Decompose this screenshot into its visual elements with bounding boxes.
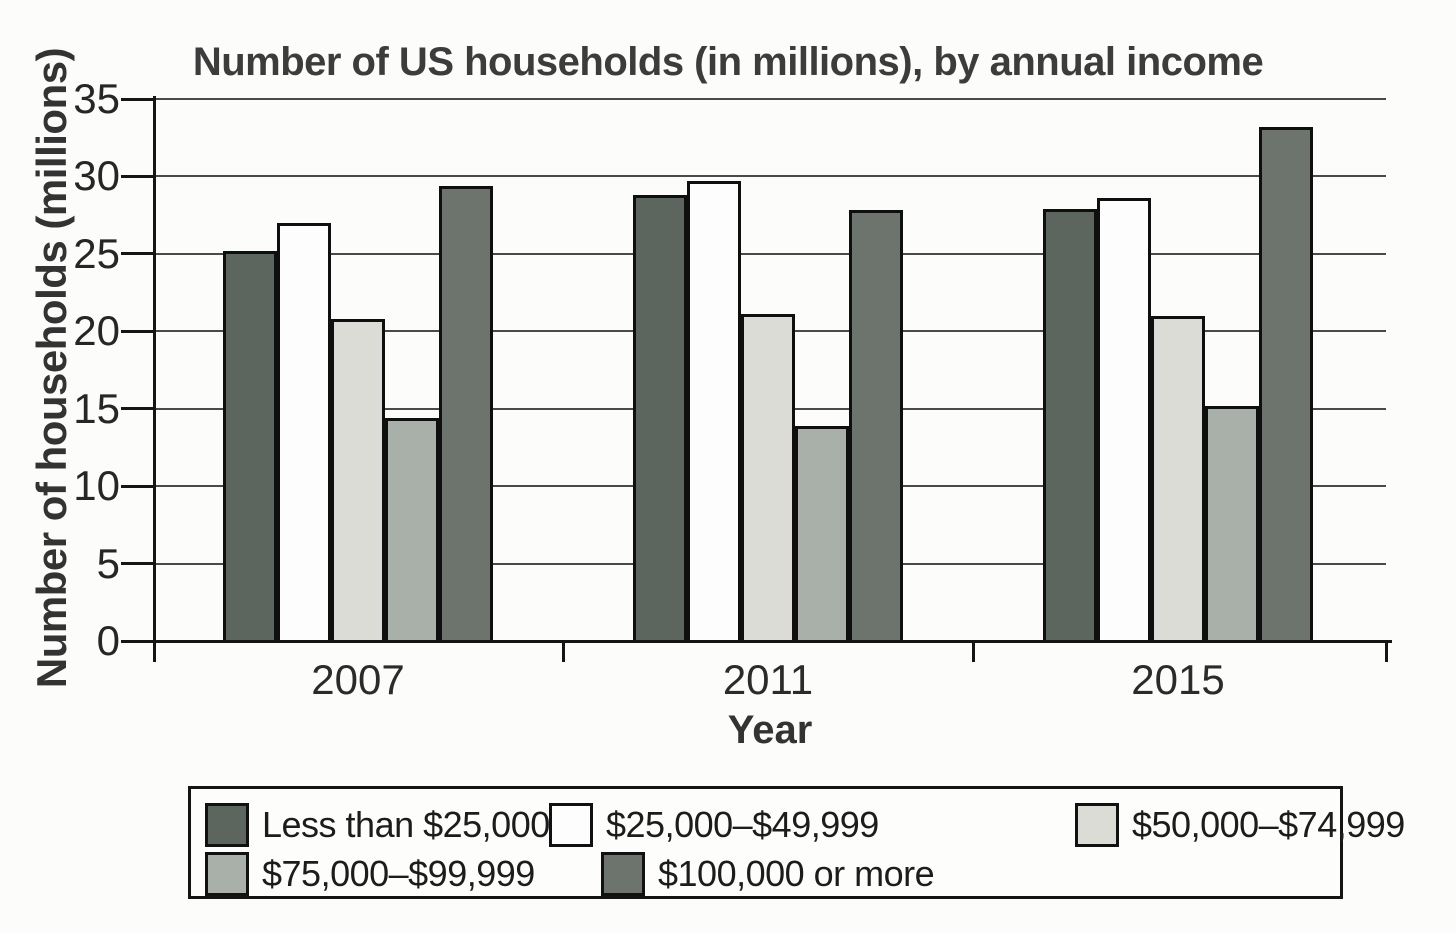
- legend-label: $100,000 or more: [658, 853, 935, 894]
- y-tick-label: 20: [73, 307, 120, 355]
- bar-2011-series2: [687, 181, 741, 643]
- x-tick-label: 2015: [1131, 656, 1225, 703]
- y-tick: [121, 174, 154, 178]
- y-tick: [121, 562, 154, 566]
- bar-2011-series5: [849, 210, 903, 643]
- legend-label: $50,000–$74,999: [1132, 804, 1405, 845]
- y-tick-label: 10: [73, 462, 120, 510]
- legend-swatch: [549, 803, 593, 847]
- y-tick-label: 0: [96, 617, 120, 664]
- y-tick-label: 5: [96, 539, 120, 587]
- bar-2007-series1: [223, 250, 277, 643]
- legend-swatch: [205, 803, 249, 847]
- legend-item: $50,000–$74,999: [1075, 803, 1405, 847]
- gridline: [154, 252, 1386, 255]
- x-axis-title: Year: [727, 708, 813, 752]
- y-tick: [121, 407, 154, 411]
- bar-2011-series3: [741, 314, 795, 643]
- bar-2015-series3: [1151, 315, 1205, 643]
- legend-swatch: [601, 852, 645, 896]
- legend-swatch: [1075, 803, 1119, 847]
- bar-2015-series4: [1205, 405, 1259, 643]
- gridline: [154, 175, 1386, 178]
- legend-item: $75,000–$99,999: [205, 852, 535, 896]
- chart-title: Number of US households (in millions), b…: [192, 40, 1264, 84]
- x-tick: [971, 641, 975, 662]
- legend-item: $100,000 or more: [601, 852, 935, 896]
- legend-swatch: [205, 852, 249, 896]
- x-tick: [561, 641, 565, 662]
- y-tick: [121, 252, 154, 256]
- x-tick: [1384, 641, 1388, 662]
- y-axis-line: [152, 96, 156, 662]
- legend-label: $25,000–$49,999: [606, 804, 879, 845]
- legend-label: Less than $25,000: [262, 804, 550, 845]
- y-tick-label: 15: [73, 384, 120, 432]
- y-tick: [121, 97, 154, 101]
- x-axis-line: [121, 639, 1392, 643]
- legend-item: Less than $25,000: [205, 803, 550, 847]
- y-tick: [121, 329, 154, 333]
- bar-2015-series1: [1043, 208, 1097, 643]
- gridline: [154, 98, 1386, 100]
- legend-label: $75,000–$99,999: [262, 853, 535, 894]
- bar-2007-series2: [277, 222, 331, 643]
- x-tick-label: 2007: [311, 656, 405, 703]
- x-tick-label: 2011: [722, 656, 814, 703]
- bar-2015-series2: [1097, 198, 1151, 643]
- bar-2011-series1: [633, 195, 687, 643]
- bar-2011-series4: [795, 425, 849, 643]
- y-tick: [121, 484, 154, 488]
- bar-2007-series4: [385, 418, 439, 643]
- legend: Less than $25,000 $25,000–$49,999 $50,000–…: [188, 786, 1405, 899]
- bar-2007-series5: [439, 185, 493, 643]
- legend-item: $25,000–$49,999: [549, 803, 879, 847]
- y-tick-label: 35: [73, 75, 120, 122]
- y-tick-label: 30: [73, 152, 120, 200]
- bar-2007-series3: [331, 318, 385, 643]
- bar-2015-series5: [1259, 126, 1313, 643]
- y-tick-label: 25: [73, 229, 120, 277]
